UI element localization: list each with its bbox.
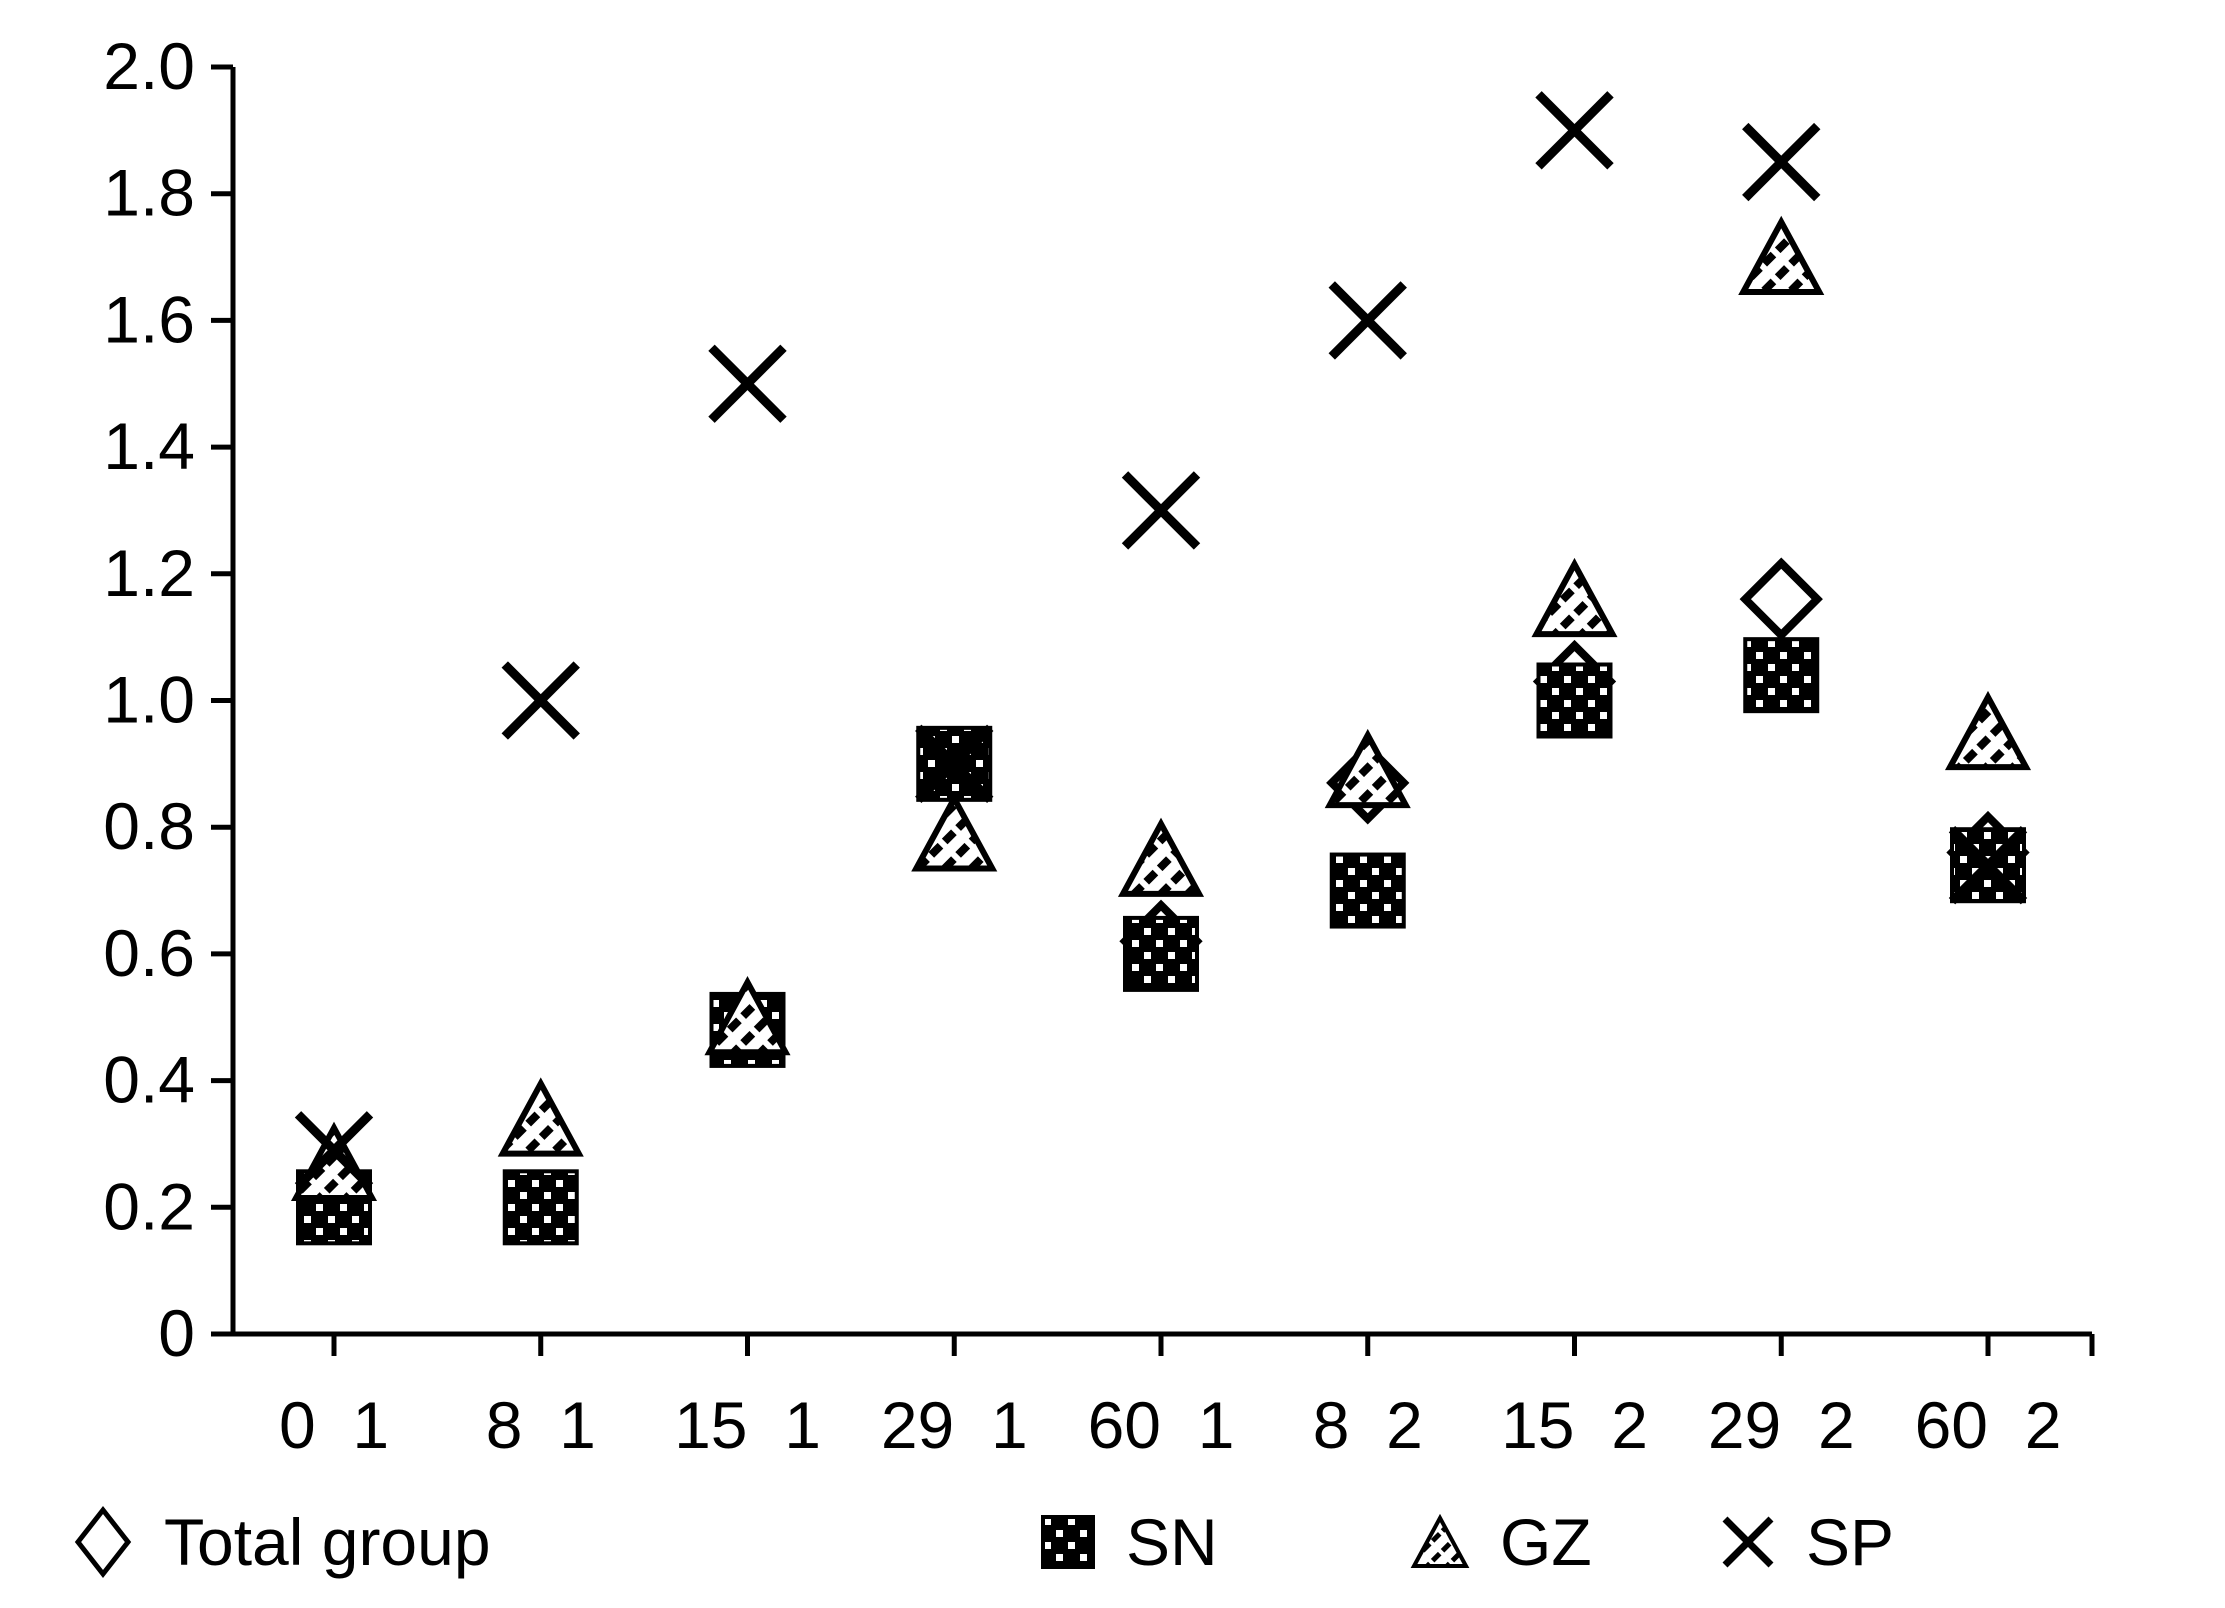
tick-labels: 2.0 1.8 1.6 1.4 1.2 1.0 0.8 0.6 0.4 0.2 0 0_1 8_1 15_… <box>103 29 2061 1456</box>
marker-sn-8_2 <box>1329 852 1406 929</box>
marker-gz-29_2 <box>1738 215 1825 296</box>
y-tick-label: 1.8 <box>103 156 195 230</box>
x-tick-label: 8_2 <box>1313 1388 1423 1456</box>
y-tick-label: 0 <box>158 1296 195 1370</box>
legend-label-sn: SN <box>1126 1505 1218 1579</box>
scatter-plot: 2.0 1.8 1.6 1.4 1.2 1.0 0.8 0.6 0.4 0.2 0 0_1 8_1 15_… <box>103 29 2095 1456</box>
x-cross-icon <box>1722 1516 1774 1568</box>
legend-label-gz: GZ <box>1500 1505 1592 1579</box>
marker-sp-60_1 <box>1121 471 1201 550</box>
legend-item-sp: SP <box>1720 1492 1894 1592</box>
dotted-square-icon <box>1041 1515 1095 1569</box>
marker-sp-8_1 <box>501 661 580 740</box>
marker-sn-29_2 <box>1743 637 1820 714</box>
marker-gz-8_2 <box>1324 728 1411 809</box>
legend-label-total-group: Total group <box>164 1505 491 1579</box>
x-tick-label: 60_2 <box>1915 1388 2062 1456</box>
y-tick-label: 2.0 <box>103 29 195 103</box>
diamond-icon <box>74 1505 132 1579</box>
y-tick-label: 0.4 <box>103 1043 195 1117</box>
legend-item-gz: GZ <box>1410 1492 1592 1592</box>
y-tick-label: 1.4 <box>103 409 195 483</box>
marker-gz-29_1 <box>911 792 998 872</box>
marker-gz-60_2 <box>1944 690 2032 771</box>
axes <box>211 64 2095 1356</box>
x-tick-label: 0_1 <box>279 1388 389 1456</box>
marker-sn-60_1 <box>1123 915 1199 992</box>
marker-total-group-29_2 <box>1739 557 1823 641</box>
x-tick-label: 8_1 <box>486 1388 596 1456</box>
marker-sp-8_2 <box>1328 281 1407 360</box>
marker-gz-15_2 <box>1531 557 1618 638</box>
legend-item-sn: SN <box>1040 1492 1218 1592</box>
marker-gz-60_1 <box>1117 817 1205 897</box>
y-tick-label: 0.8 <box>103 789 195 863</box>
x-tick-label: 29_1 <box>881 1388 1028 1456</box>
legend-item-total-group: Total group <box>72 1492 491 1592</box>
marker-sp-29_2 <box>1742 122 1821 202</box>
marker-sp-0_1 <box>294 1111 374 1190</box>
y-tick-label: 0.6 <box>103 916 195 990</box>
marker-gz-0_1 <box>290 1121 378 1201</box>
x-tick-label: 15_1 <box>674 1388 821 1456</box>
x-tick-label: 29_2 <box>1708 1388 1855 1456</box>
hatched-triangle-icon <box>1410 1514 1470 1568</box>
marker-sp-29_1 <box>915 724 994 804</box>
x-tick-label: 60_1 <box>1088 1388 1235 1456</box>
y-tick-label: 1.6 <box>103 282 195 356</box>
marker-sp-15_2 <box>1535 91 1614 170</box>
x-tick-label: 15_2 <box>1501 1388 1648 1456</box>
marker-gz-8_1 <box>497 1077 584 1157</box>
marker-sp-60_2 <box>1948 826 2028 905</box>
marker-gz-15_1 <box>704 975 791 1056</box>
marker-sn-8_1 <box>502 1169 579 1246</box>
marker-sp-15_1 <box>708 344 787 423</box>
data-markers <box>290 91 2032 1246</box>
legend-label-sp: SP <box>1806 1505 1895 1579</box>
marker-sn-15_2 <box>1536 662 1613 739</box>
y-tick-label: 1.2 <box>103 536 195 610</box>
y-tick-label: 0.2 <box>103 1169 195 1243</box>
y-tick-label: 1.0 <box>103 663 195 737</box>
